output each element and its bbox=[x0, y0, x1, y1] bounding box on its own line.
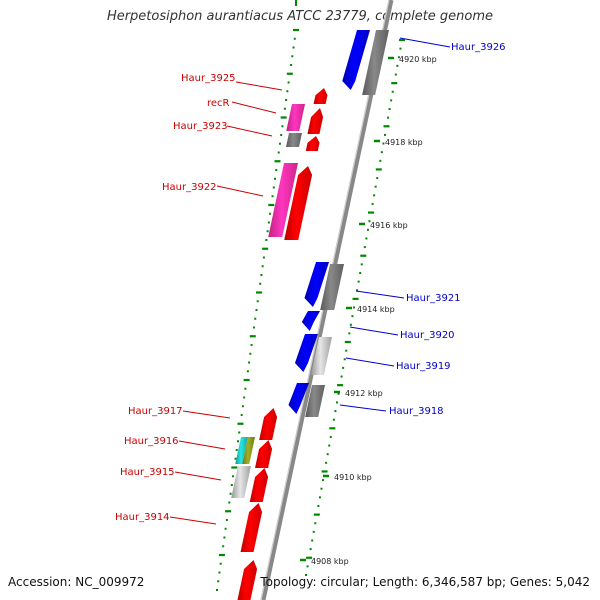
gene-haur-3917 bbox=[259, 408, 278, 440]
gene-haur-3918 bbox=[288, 383, 309, 414]
gene-label-haur-3920[interactable]: Haur_3920 bbox=[400, 330, 455, 341]
label-leader-line bbox=[174, 471, 222, 481]
label-leader-line bbox=[178, 440, 226, 450]
gene-labels: Haur_3925 recR Haur_3923 Haur_3922 Haur_… bbox=[115, 42, 506, 523]
gene-haur-3914 bbox=[240, 503, 263, 552]
scale-tick-label: 4912 kbp bbox=[345, 389, 383, 398]
gene-label-recr[interactable]: recR bbox=[207, 98, 230, 109]
gene-haur-3916 bbox=[255, 440, 273, 468]
scale-tick-label: 4910 kbp bbox=[334, 473, 372, 482]
gene-label-haur-3926[interactable]: Haur_3926 bbox=[451, 42, 506, 53]
gene-pink-recr bbox=[286, 104, 305, 131]
gene-haur-3919 bbox=[294, 334, 318, 372]
label-leaders bbox=[169, 37, 451, 525]
label-leader-line bbox=[339, 404, 387, 412]
gene-label-haur-3921[interactable]: Haur_3921 bbox=[406, 293, 461, 304]
gene-haur-3925 bbox=[313, 88, 328, 104]
gene-gray-haur-3918 bbox=[305, 385, 325, 417]
label-leader-line bbox=[345, 357, 395, 367]
gene-gray-haur-3921 bbox=[320, 264, 344, 310]
gene-gray-haur-3926 bbox=[362, 30, 389, 95]
gene-olive bbox=[242, 437, 255, 464]
label-leader-line bbox=[349, 326, 399, 336]
scale-tick-label: 4920 kbp bbox=[399, 55, 437, 64]
map-title: Herpetosiphon aurantiacus ATCC 23779, co… bbox=[106, 9, 494, 24]
label-leader-line bbox=[169, 516, 217, 525]
scale-tick-label: 4908 kbp bbox=[311, 557, 349, 566]
scale-tick-label: 4914 kbp bbox=[357, 305, 395, 314]
gene-light-gray-haur-3919 bbox=[310, 337, 332, 375]
gene-label-haur-3919[interactable]: Haur_3919 bbox=[396, 361, 451, 372]
gene-recr bbox=[307, 108, 324, 134]
gene-label-haur-3925[interactable]: Haur_3925 bbox=[181, 73, 236, 84]
gene-haur-3922 bbox=[284, 166, 313, 240]
gene-label-haur-3917[interactable]: Haur_3917 bbox=[128, 406, 183, 417]
tick-dot-rows bbox=[216, 0, 405, 591]
scale-tick-label: 4916 kbp bbox=[370, 221, 408, 230]
gene-features bbox=[231, 30, 389, 600]
gene-haur-3915 bbox=[249, 468, 269, 502]
gene-extra-forward bbox=[237, 560, 258, 600]
gene-label-haur-3916[interactable]: Haur_3916 bbox=[124, 436, 179, 447]
gene-gray-small bbox=[286, 133, 302, 147]
gene-haur-3923-part bbox=[305, 136, 320, 151]
gene-haur-3926 bbox=[342, 30, 370, 90]
gene-teal bbox=[235, 437, 248, 464]
scale-ticks: 4920 kbp 4918 kbp 4916 kbp 4914 kbp 4912… bbox=[300, 55, 437, 566]
gene-label-haur-3923[interactable]: Haur_3923 bbox=[173, 121, 228, 132]
label-leader-line bbox=[355, 290, 405, 299]
gene-label-haur-3922[interactable]: Haur_3922 bbox=[162, 182, 217, 193]
gene-haur-3920 bbox=[301, 311, 320, 331]
label-leader-line bbox=[235, 81, 283, 91]
genome-stats-text: Topology: circular; Length: 6,346,587 bp… bbox=[260, 575, 590, 589]
label-leader-line bbox=[216, 185, 264, 197]
label-leader-line bbox=[182, 410, 231, 419]
gene-label-haur-3914[interactable]: Haur_3914 bbox=[115, 512, 170, 523]
accession-text: Accession: NC_009972 bbox=[8, 575, 145, 589]
gene-label-haur-3918[interactable]: Haur_3918 bbox=[389, 406, 444, 417]
label-leader-line bbox=[399, 37, 451, 48]
gene-light-gray-forward bbox=[231, 466, 251, 498]
label-leader-line bbox=[231, 101, 277, 114]
label-leader-line bbox=[226, 125, 273, 137]
gene-label-haur-3915[interactable]: Haur_3915 bbox=[120, 467, 175, 478]
gene-pink-haur-3922 bbox=[268, 163, 298, 237]
scale-tick-label: 4918 kbp bbox=[385, 138, 423, 147]
gene-haur-3921 bbox=[304, 262, 329, 307]
